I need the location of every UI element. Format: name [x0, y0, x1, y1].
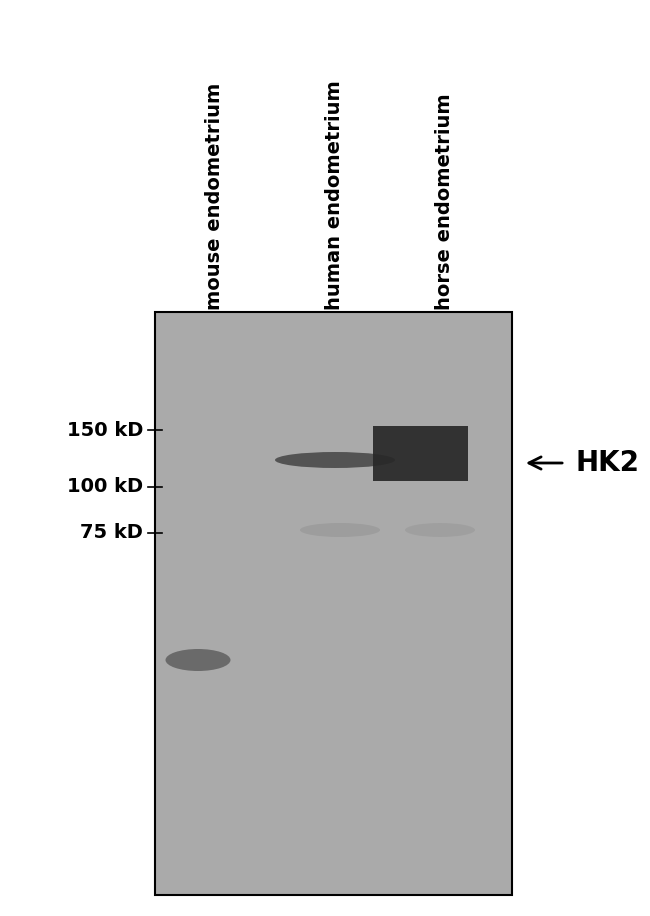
Text: 75 kD: 75 kD	[80, 524, 143, 542]
Ellipse shape	[410, 389, 470, 401]
Text: HK2: HK2	[575, 449, 639, 477]
Ellipse shape	[417, 405, 473, 415]
Bar	[372, 426, 467, 481]
Ellipse shape	[300, 523, 380, 537]
Text: 150 kD: 150 kD	[66, 420, 143, 440]
Text: mouse endometrium: mouse endometrium	[205, 82, 224, 310]
Text: human endometrium: human endometrium	[326, 81, 344, 310]
Text: 100 kD: 100 kD	[67, 477, 143, 496]
Ellipse shape	[405, 523, 475, 537]
Ellipse shape	[166, 649, 231, 671]
Bar	[155, 312, 512, 895]
Text: horse endometrium: horse endometrium	[436, 93, 454, 310]
Ellipse shape	[275, 452, 395, 468]
